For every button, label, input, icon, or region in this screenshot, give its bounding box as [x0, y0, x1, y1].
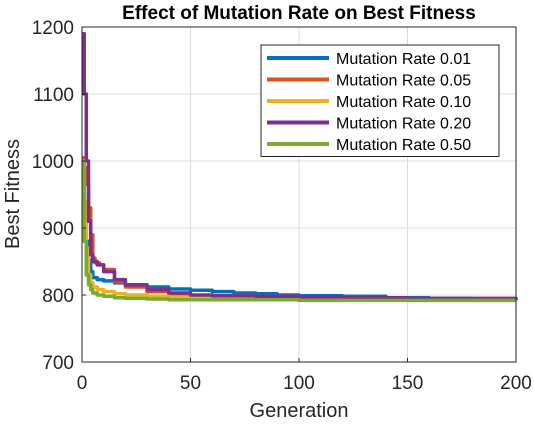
- legend-label-1: Mutation Rate 0.01: [336, 51, 471, 68]
- series-lines: [82, 31, 518, 303]
- x-tick-label: 50: [180, 373, 201, 394]
- x-tick-label: 150: [392, 373, 424, 394]
- y-tick-label: 800: [42, 286, 74, 307]
- y-axis-label: Best Fitness: [2, 139, 24, 249]
- axis-ticks: 0 50 100 150 200 700 800 900 1000 1100 1200: [32, 18, 532, 394]
- x-tick-label: 100: [283, 373, 315, 394]
- legend-label-4: Mutation Rate 0.20: [336, 116, 471, 133]
- legend-label-5: Mutation Rate 0.50: [336, 137, 471, 154]
- y-tick-label: 1000: [32, 152, 74, 173]
- legend-label-2: Mutation Rate 0.05: [336, 73, 471, 90]
- legend-label-3: Mutation Rate 0.10: [336, 94, 471, 111]
- x-tick-label: 0: [77, 373, 88, 394]
- y-tick-label: 1200: [32, 18, 74, 39]
- x-axis-label: Generation: [250, 400, 349, 420]
- legend: Mutation Rate 0.01 Mutation Rate 0.05 Muta…: [260, 44, 500, 157]
- x-tick-label: 200: [500, 373, 532, 394]
- y-tick-label: 900: [42, 219, 74, 240]
- chart-title: Effect of Mutation Rate on Best Fitness: [122, 3, 476, 24]
- series-line-4: [82, 31, 518, 301]
- y-tick-label: 700: [42, 353, 74, 374]
- series-line-5: [82, 159, 516, 303]
- y-tick-label: 1100: [33, 85, 74, 106]
